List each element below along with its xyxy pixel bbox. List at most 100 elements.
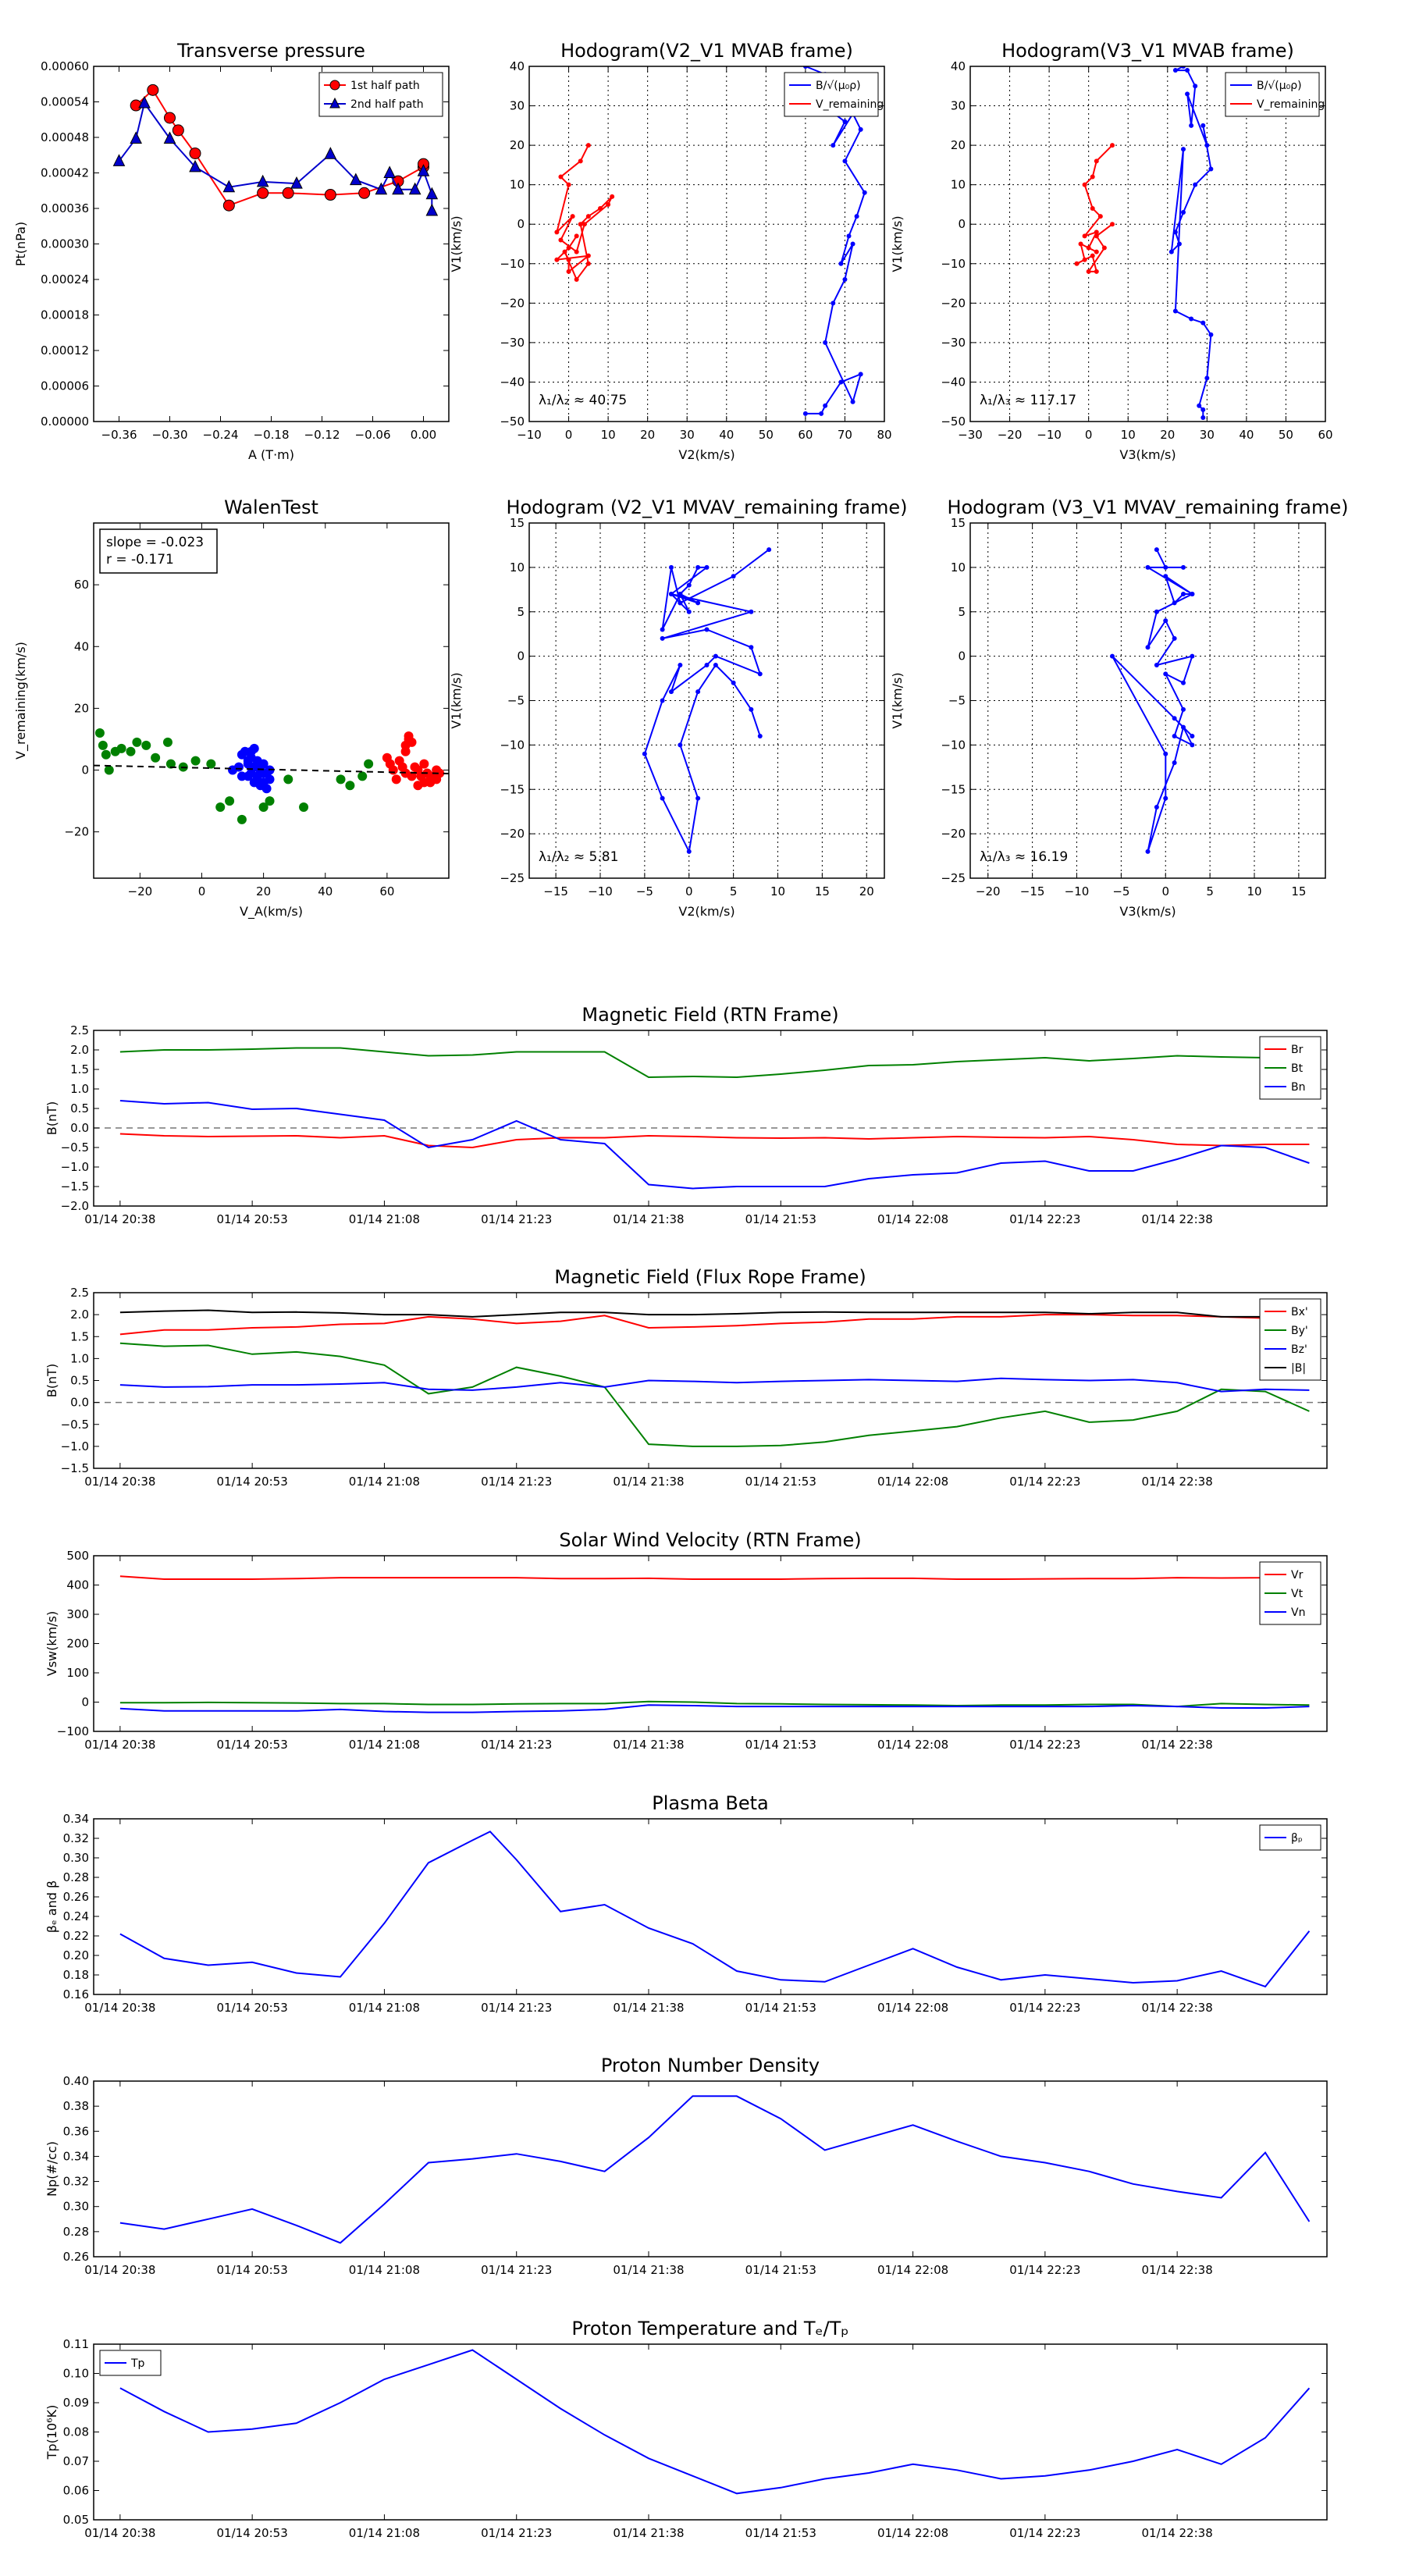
legend-label: |B| (1291, 1362, 1306, 1375)
x-tick-label: 60 (1318, 428, 1332, 442)
data-point (574, 249, 579, 254)
x-tick-label: 01/14 20:38 (84, 2263, 155, 2277)
y-tick-label: 2.0 (70, 1043, 89, 1057)
y-tick-label: −25 (941, 871, 966, 885)
x-tick-label: −10 (1065, 884, 1090, 898)
data-point (1200, 415, 1206, 420)
data-point (1185, 68, 1190, 73)
data-point (1078, 241, 1083, 247)
scatter-point (391, 774, 401, 785)
y-axis-label: Pt(nPa) (13, 222, 28, 266)
x-tick-label: 10 (770, 884, 785, 898)
legend-label: Vr (1291, 1569, 1304, 1582)
x-tick-label: 01/14 21:53 (745, 2526, 816, 2540)
y-tick-label: 0.5 (70, 1101, 89, 1115)
chart-title: Transverse pressure (176, 40, 365, 62)
data-point (1181, 724, 1186, 730)
x-tick-label: 01/14 22:23 (1009, 1475, 1080, 1489)
y-tick-label: 0.38 (63, 2099, 89, 2113)
chart-proton_temperature: 01/14 20:38 01/14 20:53 01/14 21:08 01/14 2… (44, 2318, 1328, 2540)
scatter-point (336, 774, 346, 785)
ratio-annotation: λ₁/λ₂ ≈ 40.75 (539, 393, 627, 408)
x-tick-label: 01/14 22:08 (877, 1212, 948, 1226)
plot-frame (93, 1555, 1328, 1732)
data-point (846, 233, 852, 239)
legend-label: V_remaining (1257, 98, 1325, 111)
data-point (831, 143, 836, 148)
data-point (862, 190, 867, 195)
data-point (1172, 716, 1177, 721)
y-axis-label: B(nT) (44, 1101, 59, 1135)
legend-box (1259, 1561, 1321, 1625)
series-line-Bt (119, 1047, 1310, 1079)
data-point (392, 182, 404, 195)
x-tick-label: −20 (976, 884, 1001, 898)
y-tick-label: −50 (500, 415, 525, 429)
data-point (1086, 245, 1091, 251)
x-tick-label: 01/14 21:53 (745, 2263, 816, 2277)
y-tick-label: −40 (500, 375, 525, 389)
data-point (1197, 403, 1202, 408)
data-point (1204, 143, 1210, 148)
x-tick-label: 01/14 22:23 (1009, 2263, 1080, 2277)
y-tick-label: −20 (500, 296, 525, 310)
chart-walen_test: −20 0 20 40 60 −20 0 20 40 60 WalenTest V_A(km/s) V_… (13, 496, 450, 920)
series-line-Bz' (119, 1377, 1310, 1393)
x-tick-label: −0.12 (304, 428, 340, 442)
data-point (570, 214, 575, 219)
data-point (1185, 91, 1190, 97)
stats-line: slope = -0.023 (106, 535, 204, 550)
chart-title: Solar Wind Velocity (RTN Frame) (559, 1529, 861, 1551)
legend-label: V_remaining (816, 98, 884, 111)
data-point (350, 173, 362, 186)
y-tick-label: 0.36 (63, 2124, 89, 2138)
legend: βₚ (1259, 1824, 1321, 1851)
x-tick-label: 01/14 22:23 (1009, 2001, 1080, 2015)
data-point (1181, 147, 1186, 152)
x-tick-label: −10 (517, 428, 542, 442)
x-tick-label: 01/14 20:53 (217, 1475, 288, 1489)
y-tick-label: 100 (66, 1666, 89, 1680)
x-tick-label: 40 (1239, 428, 1254, 442)
y-tick-label: 0.09 (63, 2396, 89, 2410)
y-tick-label: 1.5 (70, 1329, 89, 1343)
y-tick-label: 0 (81, 763, 89, 777)
data-point (1082, 233, 1087, 239)
x-tick-label: 0.00 (411, 428, 436, 442)
data-layer (119, 1047, 1310, 1190)
x-tick-label: 01/14 22:08 (877, 2526, 948, 2540)
chart-title: Magnetic Field (RTN Frame) (582, 1004, 838, 1026)
data-point (678, 663, 683, 667)
data-point (1110, 653, 1115, 659)
plot-frame (93, 1818, 1328, 1995)
x-tick-label: 01/14 21:08 (349, 2263, 420, 2277)
scatter-point (104, 765, 114, 775)
series-line-V_remaining (554, 144, 614, 281)
data-point (1190, 592, 1195, 596)
y-tick-label: 200 (66, 1637, 89, 1651)
data-point (842, 119, 848, 124)
plot-frame (969, 522, 1326, 879)
y-tick-label: 0.10 (63, 2367, 89, 2381)
ratio-annotation: λ₁/λ₂ ≈ 5.81 (539, 849, 618, 865)
data-point (566, 257, 571, 262)
data-point (282, 187, 294, 199)
data-point (1094, 229, 1099, 235)
data-point (562, 249, 567, 254)
series-line-B/√(μ₀ρ) (1170, 66, 1212, 418)
x-tick-label: 15 (815, 884, 830, 898)
scatter-point (215, 802, 226, 812)
y-tick-label: −2.0 (61, 1199, 89, 1213)
x-tick-label: 01/14 21:08 (349, 2526, 420, 2540)
x-tick-label: −0.06 (355, 428, 391, 442)
data-point (850, 241, 855, 247)
series-line-0 (1112, 549, 1194, 852)
y-tick-label: −30 (941, 336, 966, 350)
y-axis-label: V1(km/s) (449, 215, 464, 272)
data-point (1094, 158, 1099, 164)
data-point (1181, 564, 1186, 570)
data-layer (119, 1575, 1310, 1713)
x-tick-label: 01/14 21:23 (481, 2001, 552, 2015)
data-point (574, 233, 579, 239)
x-axis-label: V2(km/s) (678, 904, 735, 919)
